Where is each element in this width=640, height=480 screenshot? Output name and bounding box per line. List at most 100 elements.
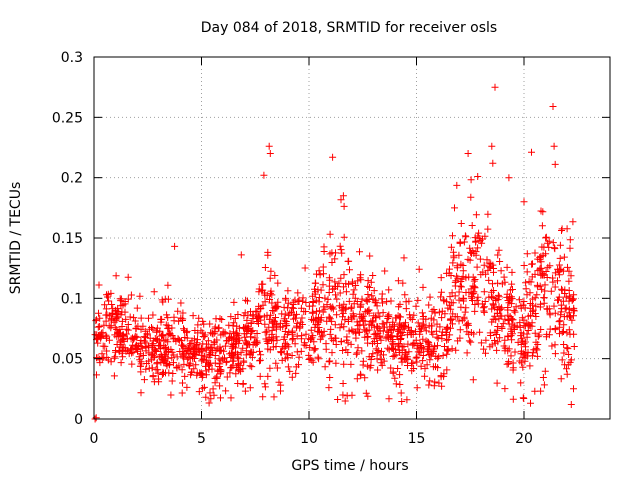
data-point: [561, 290, 569, 297]
data-point: [565, 277, 573, 285]
data-point: [568, 297, 576, 304]
data-point: [344, 339, 352, 347]
data-point: [364, 333, 372, 340]
data-point: [159, 331, 167, 339]
data-point: [345, 280, 352, 288]
data-point: [199, 384, 207, 392]
data-point: [505, 299, 513, 307]
data-point: [183, 355, 191, 363]
data-point: [326, 315, 334, 323]
data-point: [137, 368, 145, 376]
data-point: [491, 304, 499, 312]
data-point: [325, 274, 333, 282]
data-point: [131, 332, 139, 340]
data-point: [128, 360, 136, 368]
data-point: [406, 311, 414, 319]
data-point: [202, 346, 210, 354]
data-point: [546, 309, 554, 317]
data-point: [328, 335, 336, 343]
data-point: [239, 344, 247, 352]
data-point: [551, 269, 559, 277]
data-point: [416, 327, 424, 335]
data-point: [305, 302, 313, 310]
data-point: [340, 202, 348, 210]
data-point: [195, 388, 203, 396]
data-point: [332, 359, 340, 367]
data-point: [412, 354, 420, 362]
data-point: [325, 313, 333, 321]
data-point: [133, 333, 141, 341]
data-point: [520, 198, 528, 206]
data-point: [508, 315, 516, 323]
data-point: [261, 320, 269, 328]
data-point: [537, 207, 545, 215]
data-point: [251, 334, 259, 342]
data-point: [490, 265, 497, 272]
data-point: [437, 274, 445, 282]
data-point: [281, 310, 289, 318]
data-point: [446, 265, 453, 273]
data-point: [522, 279, 530, 287]
data-point: [346, 266, 353, 274]
data-point: [521, 354, 529, 362]
data-point: [103, 347, 111, 355]
data-point: [185, 354, 193, 361]
data-point: [447, 324, 454, 332]
data-point: [515, 296, 523, 304]
data-point: [104, 356, 112, 364]
data-point: [419, 357, 427, 365]
data-point: [436, 323, 444, 331]
data-point: [278, 356, 286, 364]
data-point: [472, 237, 480, 245]
data-point: [469, 376, 477, 384]
data-point: [427, 352, 435, 360]
data-point: [154, 369, 162, 377]
data-point: [369, 295, 377, 303]
x-axis: 0 5 10 15 20: [90, 57, 533, 447]
data-point: [364, 291, 372, 298]
data-point: [356, 370, 364, 378]
data-point: [437, 372, 445, 380]
data-point: [319, 263, 327, 271]
data-point: [496, 306, 503, 314]
data-point: [497, 305, 505, 313]
data-point: [122, 315, 130, 323]
data-point: [555, 293, 563, 301]
data-point: [474, 300, 482, 308]
data-point: [455, 296, 463, 304]
data-point: [307, 336, 314, 344]
data-point: [476, 255, 484, 263]
data-point: [443, 366, 451, 374]
data-point: [391, 346, 399, 354]
data-point: [467, 293, 475, 301]
data-point: [187, 340, 195, 347]
data-point: [186, 362, 193, 370]
data-point: [345, 257, 353, 265]
data-point: [397, 355, 405, 363]
data-point: [425, 339, 433, 347]
data-point: [415, 265, 423, 273]
data-point: [161, 356, 169, 364]
data-point: [518, 359, 526, 367]
data-point: [378, 361, 386, 369]
data-point: [277, 381, 285, 389]
data-point: [98, 350, 106, 358]
data-point: [414, 296, 422, 304]
data-point: [417, 362, 425, 370]
data-point: [209, 385, 217, 393]
data-point: [375, 324, 383, 332]
y-tick-label: 0.1: [61, 291, 83, 307]
data-point: [426, 377, 434, 385]
data-point: [171, 242, 179, 250]
data-point: [142, 365, 150, 373]
data-point: [286, 309, 294, 317]
data-point: [570, 307, 578, 315]
data-point: [453, 272, 461, 280]
data-point: [242, 296, 250, 304]
data-point: [523, 333, 531, 341]
data-point: [474, 173, 482, 180]
data-point: [153, 336, 161, 344]
data-point: [484, 210, 492, 218]
data-point: [370, 287, 378, 295]
data-point: [565, 309, 573, 317]
